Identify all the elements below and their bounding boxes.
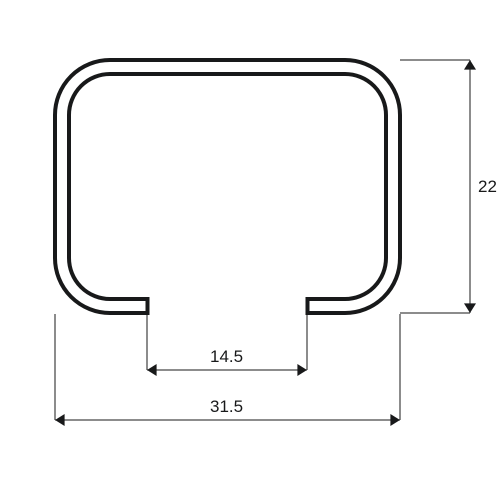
track-profile	[55, 60, 400, 313]
dim-label-overall: 31.5	[210, 397, 243, 416]
dim-label-height: 22	[478, 177, 497, 196]
dim-label-slot: 14.5	[210, 347, 243, 366]
profile-diagram: 22 14.5 31.5	[0, 0, 500, 500]
